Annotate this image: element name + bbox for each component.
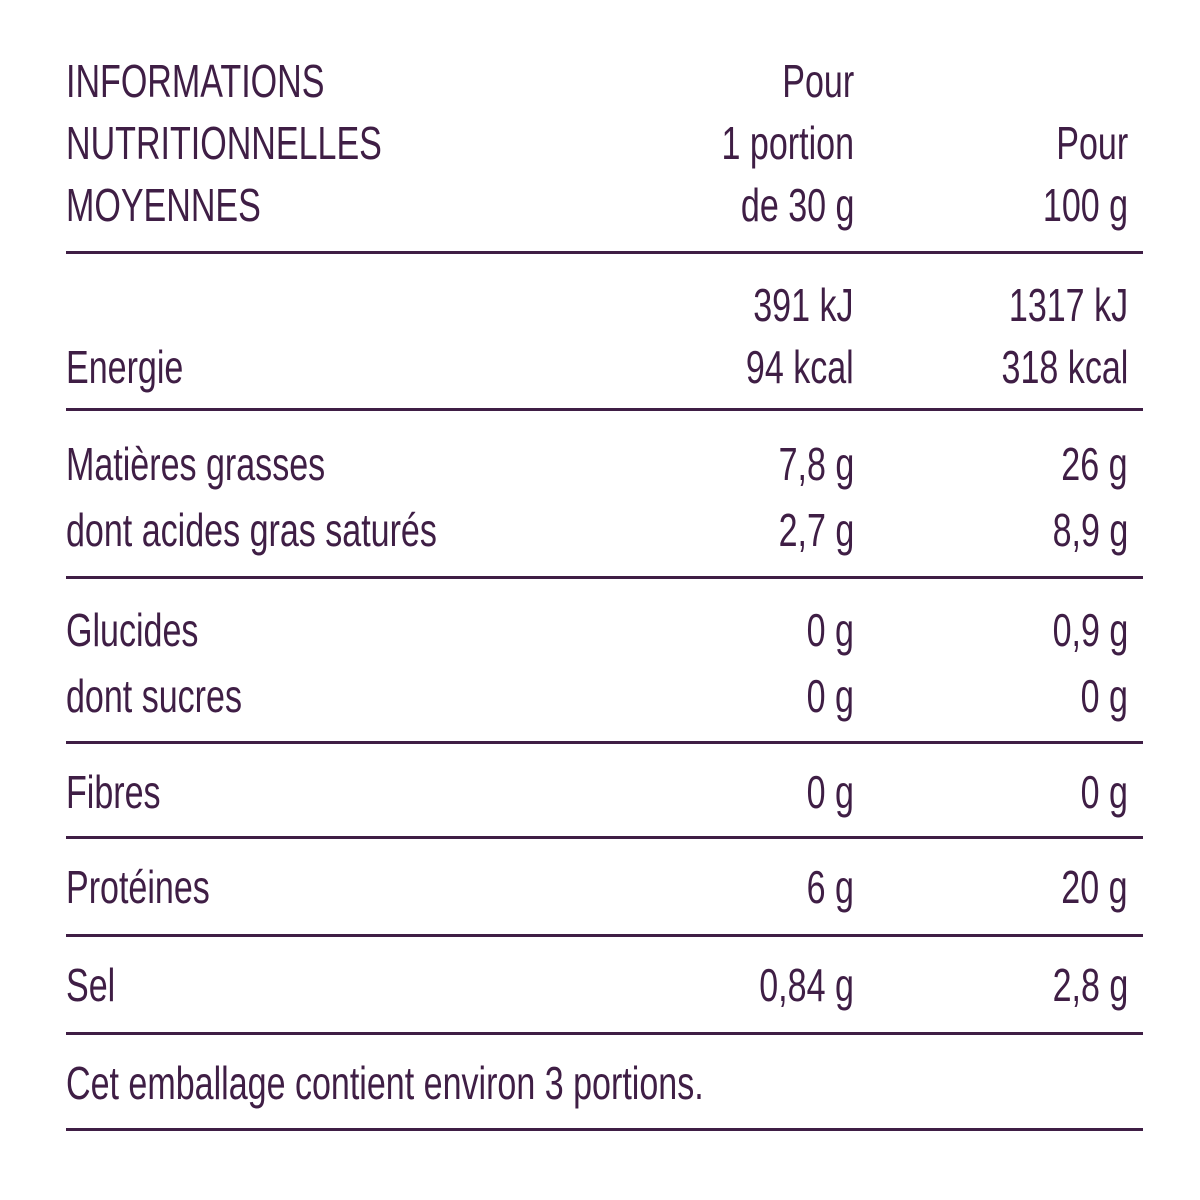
fibre-label: Fibres <box>66 766 161 818</box>
saturated-fat-label: dont acides gras saturés <box>66 504 437 556</box>
energy-col2-kj: 1317 kJ <box>1008 279 1128 331</box>
title-line-3: MOYENNES <box>66 179 261 231</box>
salt-col1: 0,84 g <box>726 954 854 1016</box>
salt-col2-value: 2,8 g <box>1052 959 1128 1011</box>
fat-col2-value: 26 g <box>1061 438 1128 490</box>
fat-labels: Matières grasses dont acides gras saturé… <box>66 433 567 561</box>
saturated-fat-col1-value: 2,7 g <box>778 504 854 556</box>
footer: Cet emballage contient environ 3 portion… <box>66 1052 1142 1122</box>
col1-header-line-3: de 30 g <box>740 179 854 231</box>
col1-header-line-1: Pour <box>782 55 854 107</box>
salt-label-cell: Sel <box>66 954 132 1016</box>
carbs-col1-value: 0 g <box>806 604 854 656</box>
salt-col2: 2,8 g <box>1026 954 1128 1016</box>
fibre-col1-value: 0 g <box>806 766 854 818</box>
protein-col1-value: 6 g <box>806 861 854 913</box>
fibre-col2: 0 g <box>1064 761 1128 823</box>
carbs-label: Glucides <box>66 604 199 656</box>
col1-header-line-2: 1 portion <box>721 117 854 169</box>
table-title: INFORMATIONS NUTRITIONNELLES MOYENNES <box>66 50 493 236</box>
divider <box>66 576 1143 579</box>
protein-col2-value: 20 g <box>1061 861 1128 913</box>
col2-header-line-1: Pour <box>1056 117 1128 169</box>
fibre-col2-value: 0 g <box>1080 766 1128 818</box>
fat-col1-value: 7,8 g <box>778 438 854 490</box>
protein-col1: 6 g <box>790 856 854 918</box>
table-header: INFORMATIONS NUTRITIONNELLES MOYENNES Po… <box>66 50 1142 240</box>
fibre-label-cell: Fibres <box>66 761 194 823</box>
divider <box>66 1032 1143 1035</box>
fat-col1: 7,8 g 2,7 g <box>752 433 854 561</box>
portions-note: Cet emballage contient environ 3 portion… <box>66 1057 704 1109</box>
carbs-labels: Glucides dont sucres <box>66 599 304 727</box>
protein-label-cell: Protéines <box>66 856 260 918</box>
salt-label: Sel <box>66 959 116 1011</box>
row-fat: Matières grasses dont acides gras saturé… <box>66 433 1142 563</box>
col2-header-line-2: 100 g <box>1042 179 1128 231</box>
column-header-per-portion: Pour 1 portion de 30 g <box>675 50 854 236</box>
row-salt: Sel 0,84 g 2,8 g <box>66 954 1142 1024</box>
carbs-col2: 0,9 g 0 g <box>1026 599 1128 727</box>
title-line-1: INFORMATIONS <box>66 55 325 107</box>
divider <box>66 1128 1143 1131</box>
divider <box>66 251 1143 254</box>
carbs-col1: 0 g 0 g <box>790 599 854 727</box>
protein-col2: 20 g <box>1038 856 1128 918</box>
title-line-2: NUTRITIONNELLES <box>66 117 382 169</box>
carbs-col2-value: 0,9 g <box>1052 604 1128 656</box>
sugars-col1-value: 0 g <box>806 670 854 722</box>
salt-col1-value: 0,84 g <box>759 959 854 1011</box>
protein-label: Protéines <box>66 861 210 913</box>
fibre-col1: 0 g <box>790 761 854 823</box>
row-protein: Protéines 6 g 20 g <box>66 856 1142 926</box>
energy-label: Energie <box>66 341 184 393</box>
fat-col2: 26 g 8,9 g <box>1026 433 1128 561</box>
column-header-per-100g: Pour 100 g <box>1013 112 1128 236</box>
divider <box>66 408 1143 411</box>
footer-note-cell: Cet emballage contient environ 3 portion… <box>66 1052 928 1114</box>
energy-col1-kcal: 94 kcal <box>746 341 854 393</box>
energy-col2-kcal: 318 kcal <box>1001 341 1128 393</box>
divider <box>66 836 1143 839</box>
sugars-col2-value: 0 g <box>1080 670 1128 722</box>
divider <box>66 934 1143 937</box>
divider <box>66 741 1143 744</box>
row-energy: Energie 391 kJ 94 kcal 1317 kJ 318 kcal <box>66 274 1142 398</box>
energy-col1: 391 kJ 94 kcal <box>708 274 854 398</box>
fat-label: Matières grasses <box>66 438 326 490</box>
row-carbohydrates: Glucides dont sucres 0 g 0 g 0,9 g 0 g <box>66 599 1142 729</box>
saturated-fat-col2-value: 8,9 g <box>1052 504 1128 556</box>
energy-col1-kj: 391 kJ <box>753 279 854 331</box>
row-fibre: Fibres 0 g 0 g <box>66 761 1142 831</box>
energy-label-cell: Energie <box>66 336 225 398</box>
sugars-label: dont sucres <box>66 670 242 722</box>
energy-col2: 1317 kJ 318 kcal <box>957 274 1128 398</box>
